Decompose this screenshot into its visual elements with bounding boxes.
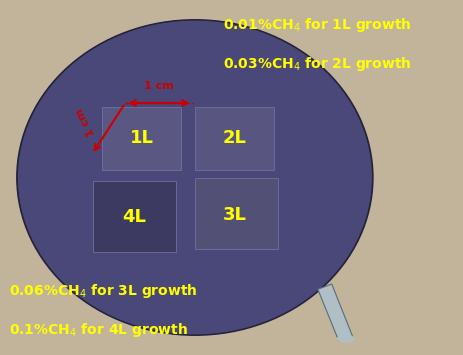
- Text: 0.1%CH$_4$ for 4L growth: 0.1%CH$_4$ for 4L growth: [9, 321, 188, 339]
- Text: 0.06%CH$_4$ for 3L growth: 0.06%CH$_4$ for 3L growth: [9, 282, 197, 300]
- Bar: [102, 106, 181, 170]
- Text: 0.01%CH$_4$ for 1L growth: 0.01%CH$_4$ for 1L growth: [222, 16, 410, 34]
- Text: 1 cm: 1 cm: [144, 81, 174, 91]
- Text: 1 cm: 1 cm: [74, 106, 96, 137]
- Bar: [194, 178, 278, 248]
- Bar: [93, 181, 176, 252]
- Text: 3L: 3L: [222, 206, 246, 224]
- Ellipse shape: [337, 335, 353, 342]
- Text: 0.03%CH$_4$ for 2L growth: 0.03%CH$_4$ for 2L growth: [222, 55, 410, 73]
- Bar: [194, 106, 273, 170]
- Ellipse shape: [19, 21, 370, 334]
- Text: 2L: 2L: [222, 130, 246, 147]
- Text: 4L: 4L: [122, 208, 146, 225]
- Ellipse shape: [17, 20, 372, 335]
- Text: 1L: 1L: [129, 130, 153, 147]
- Polygon shape: [317, 284, 352, 341]
